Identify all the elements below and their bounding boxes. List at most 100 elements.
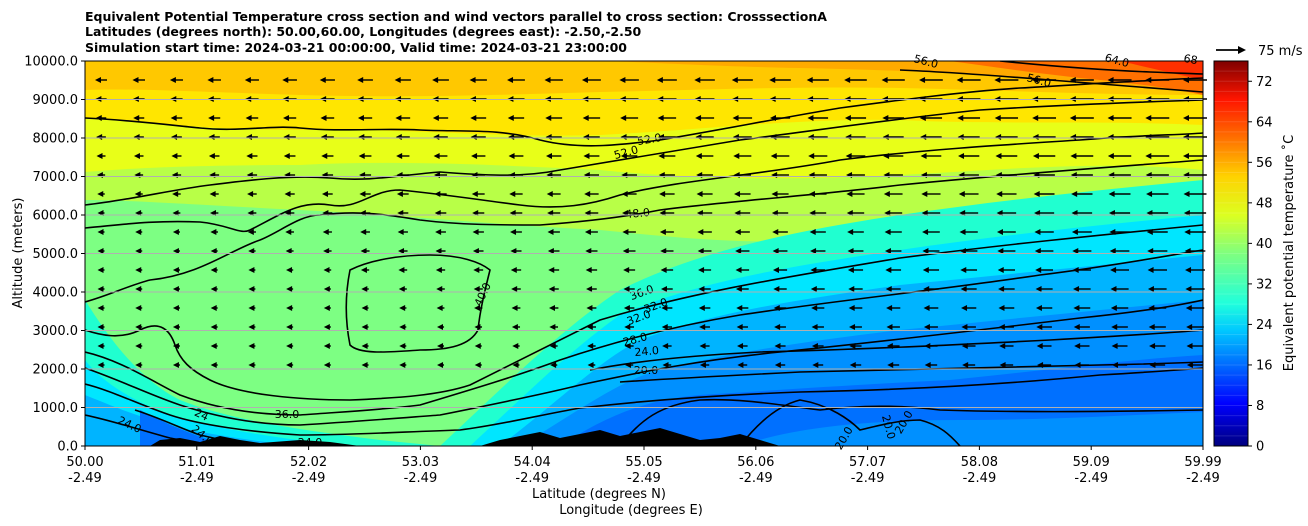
wind-vector-head [920, 153, 927, 159]
wind-vector-head [847, 267, 854, 273]
wind-vector-head [96, 153, 103, 159]
wind-vector-head [245, 115, 252, 121]
wind-vector-head [1107, 77, 1114, 83]
wind-vector-head [586, 324, 593, 330]
wind-vector-head [662, 343, 669, 349]
x-tick-label-lon: -2.49 [180, 471, 214, 486]
wind-vector-head [97, 267, 104, 273]
wind-vector-head [661, 324, 668, 330]
wind-vector-head [511, 286, 518, 292]
wind-vector-head [133, 115, 140, 121]
wind-vector-head [737, 362, 744, 368]
x-tick-label-lat: 56.06 [737, 455, 774, 470]
wind-vector-head [624, 343, 631, 349]
wind-vector-head [845, 153, 852, 159]
wind-vector-head [1148, 305, 1155, 311]
wind-vector-head [172, 343, 179, 349]
colorbar-tick-label: 72 [1256, 75, 1273, 90]
wind-vector-head [811, 343, 818, 349]
wind-vector-head [283, 115, 290, 121]
wind-vector-head [1033, 191, 1040, 197]
wind-vector-head [625, 362, 632, 368]
wind-vector-head [545, 115, 552, 121]
wind-vector-head [97, 229, 104, 235]
colorbar-tick-label: 16 [1256, 358, 1273, 373]
wind-vector-head [735, 286, 742, 292]
wind-vector-head [737, 343, 744, 349]
wind-vector-head [587, 362, 594, 368]
wind-vector-head [210, 362, 217, 368]
wind-vector-head [361, 324, 368, 330]
wind-vector-head [1184, 229, 1191, 235]
colorbar-label: Equivalent potential temperature ˚C [1281, 135, 1297, 371]
wind-vector-head [207, 77, 214, 83]
wind-vector-head [172, 362, 179, 368]
wind-vector-head [811, 305, 818, 311]
wind-vector-head [1072, 267, 1079, 273]
wind-vector-head [435, 248, 442, 254]
wind-vector-head [661, 305, 668, 311]
wind-vector-head [731, 77, 738, 83]
wind-vector-head [734, 191, 741, 197]
quiver-key-label: 75 m/s [1258, 44, 1303, 59]
colorbar-frame [1213, 60, 1249, 447]
wind-vector-head [697, 229, 704, 235]
wind-vector-head [210, 286, 217, 292]
wind-vector-head [1073, 305, 1080, 311]
wind-vector-head [960, 267, 967, 273]
wind-vector-head [210, 267, 217, 273]
wind-vector-head [1107, 153, 1114, 159]
wind-vector-head [656, 77, 663, 83]
wind-vector-head [361, 305, 368, 311]
wind-vector-head [248, 248, 255, 254]
wind-vector-head [844, 115, 851, 121]
wind-vector-head [358, 153, 365, 159]
wind-vector-head [283, 153, 290, 159]
wind-vector-head [922, 229, 929, 235]
wind-vector-head [659, 229, 666, 235]
wind-vector-head [210, 343, 217, 349]
colorbar-tick-label: 56 [1256, 156, 1273, 171]
wind-vector-head [884, 248, 891, 254]
wind-vector-head [1183, 77, 1189, 83]
x-tick-label-lat: 50.00 [66, 455, 103, 470]
wind-vector-head [773, 305, 780, 311]
terrain-2 [480, 428, 780, 446]
wind-vector-head [286, 267, 293, 273]
wind-vector-head [359, 191, 366, 197]
wind-vector-head [172, 305, 179, 311]
wind-vector-head [1072, 248, 1079, 254]
wind-vector-head [321, 191, 328, 197]
wind-vector-head [509, 191, 516, 197]
wind-vector-head [881, 77, 888, 83]
wind-vector-head [584, 191, 591, 197]
wind-vector-head [1109, 248, 1116, 254]
contour-label: 20.0 [634, 364, 659, 377]
wind-vector-head [581, 77, 588, 83]
wind-vector-head [921, 191, 928, 197]
y-tick-label: 8000.0 [33, 132, 79, 147]
wind-vector-head [508, 153, 515, 159]
wind-vector-head [1071, 191, 1078, 197]
y-tick-label: 10000.0 [24, 55, 78, 70]
wind-vector-head [97, 362, 104, 368]
wind-vector-head [1073, 286, 1080, 292]
contour-label: 56.0 [912, 52, 939, 71]
wind-vector-head [1034, 229, 1041, 235]
wind-vector-head [774, 362, 781, 368]
wind-vector-head [95, 77, 101, 83]
wind-vector-head [1111, 324, 1118, 330]
wind-vector-head [1148, 324, 1155, 330]
wind-vector-head [922, 267, 929, 273]
terrain [150, 436, 360, 446]
wind-vector-head [957, 115, 964, 121]
wind-vector-head [172, 267, 179, 273]
wind-vector-head [248, 362, 255, 368]
contour-label: 52.0 [636, 131, 662, 148]
wind-vector-head [323, 324, 330, 330]
wind-vector-head [132, 77, 139, 83]
wind-vector-head [97, 305, 104, 311]
wind-vector-head [1145, 153, 1152, 159]
wind-vector-head [248, 324, 255, 330]
wind-vector-head [886, 305, 893, 311]
